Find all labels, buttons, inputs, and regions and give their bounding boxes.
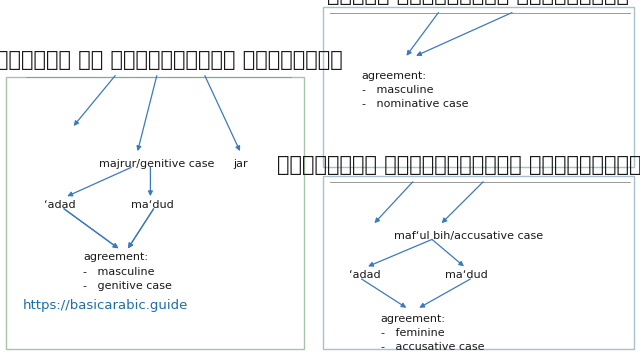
Text: ‘adad: ‘adad <box>349 270 380 280</box>
Text: jar: jar <box>234 159 248 169</box>
Text: هَذَا الدَّرْسُ الأَوَّلُ: هَذَا الدَّرْسُ الأَوَّلُ <box>327 0 629 5</box>
Text: -   masculine: - masculine <box>83 267 155 277</box>
Bar <box>6 77 304 349</box>
Text: قَرَأْتُ الصَّفْحَةَ الرَّابِعَةَ: قَرَأْتُ الصَّفْحَةَ الرَّابِعَةَ <box>277 154 640 175</box>
Text: -   feminine: - feminine <box>381 328 444 338</box>
Text: -   genitive case: - genitive case <box>83 281 172 291</box>
Text: agreement:: agreement: <box>83 252 148 262</box>
Text: agreement:: agreement: <box>381 314 446 324</box>
Text: ‘adad: ‘adad <box>44 200 75 210</box>
Bar <box>323 7 634 167</box>
Text: -   accusative case: - accusative case <box>381 342 484 352</box>
Text: ma‘dud: ma‘dud <box>445 270 488 280</box>
Text: أَسْكُنُ في المَهْجَعِ الثّالثِ: أَسْكُنُ في المَهْجَعِ الثّالثِ <box>0 50 342 70</box>
Text: majrur/genitive case: majrur/genitive case <box>99 159 214 169</box>
Text: maf‘ul bih/accusative case: maf‘ul bih/accusative case <box>394 231 543 241</box>
Text: https://basicarabic.guide: https://basicarabic.guide <box>23 300 188 312</box>
Text: -   nominative case: - nominative case <box>362 99 468 109</box>
Text: -   masculine: - masculine <box>362 85 433 95</box>
Text: agreement:: agreement: <box>362 71 427 81</box>
Bar <box>323 176 634 349</box>
Text: ma‘dud: ma‘dud <box>131 200 174 210</box>
